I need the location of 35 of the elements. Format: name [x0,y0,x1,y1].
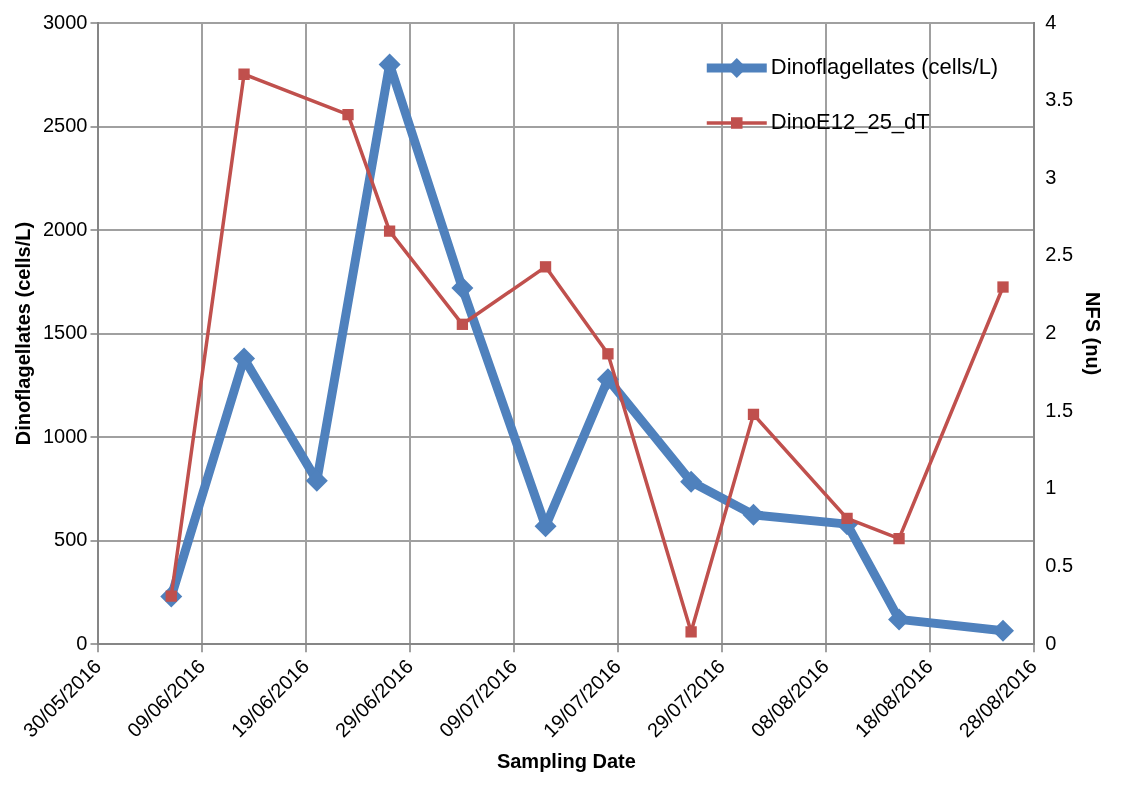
y2-tick-label: 0 [1045,631,1057,654]
y2-tick-label: 0.5 [1045,554,1074,577]
y-tick-label: 2000 [42,217,88,240]
y-tick-label: 3000 [42,10,88,33]
y-tick-label: 1000 [42,424,88,447]
y2-tick-label: 1.5 [1045,398,1074,421]
point [383,225,396,237]
y2-tick-label: 1 [1045,476,1057,499]
y-tick-label: 0 [76,631,88,654]
y-tick-label: 500 [54,528,88,551]
point [893,532,905,545]
legend-label: Dinoflagellates (cells/L) [770,54,999,80]
point [680,470,703,493]
point [602,348,614,360]
y-axis-title: Dinoflagellates (cells/L) [11,221,34,446]
point [685,626,697,638]
point [841,512,853,525]
y2-tick-label: 3.5 [1045,88,1074,111]
y2-tick-label: 3 [1045,165,1057,188]
point [238,68,250,80]
y-tick-label: 2500 [42,114,88,137]
x-axis-title: Sampling Date [496,749,636,772]
point [539,261,552,273]
point [992,619,1015,642]
y-tick-label: 1500 [42,321,88,344]
point [747,408,760,421]
point [342,108,354,121]
y2-tick-label: 4 [1045,10,1057,33]
point [997,281,1009,293]
y2-tick-label: 2 [1045,321,1057,344]
y2-tick-label: 2.5 [1045,243,1074,266]
point [451,277,474,300]
point [456,318,469,330]
y2-axis-title: NFS (nu) [1082,291,1105,376]
legend-label: DinoE12_25_dT [770,109,930,135]
